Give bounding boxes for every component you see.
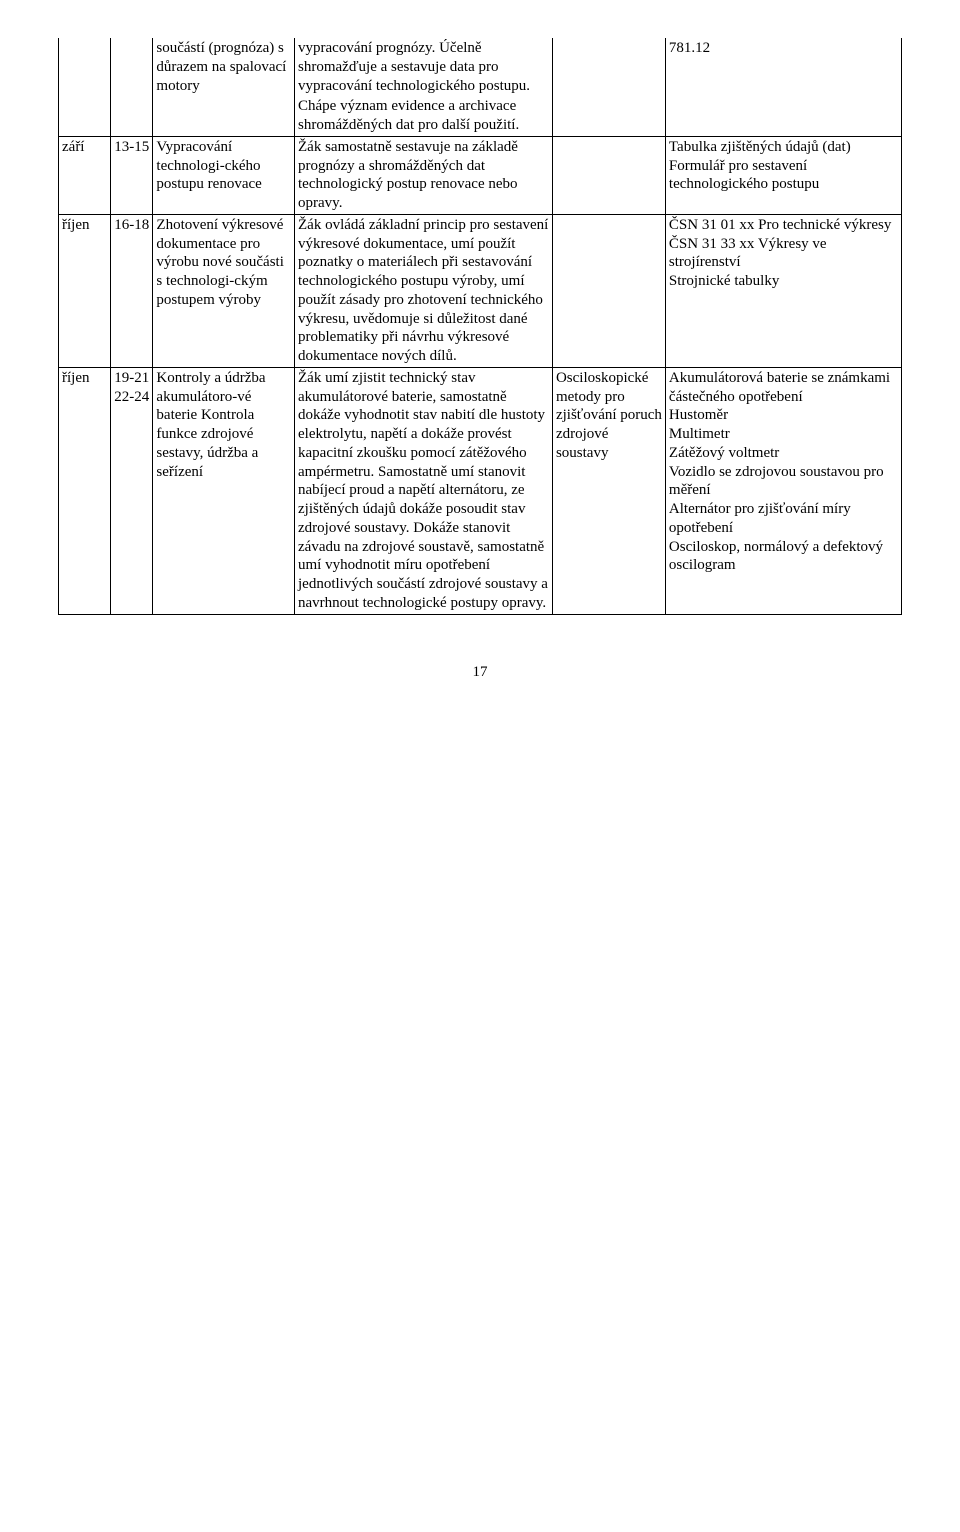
table-cell: září	[59, 136, 111, 214]
table-cell: 781.12	[665, 38, 901, 96]
table-cell: Akumulátorová baterie se známkami částeč…	[665, 367, 901, 614]
table-cell	[552, 96, 665, 136]
table-cell: součástí (prognóza) s důrazem na spalova…	[153, 38, 295, 96]
table-cell	[552, 38, 665, 96]
table-cell	[552, 136, 665, 214]
table-row: říjen19-21 22-24Kontroly a údržba akumul…	[59, 367, 902, 614]
table-cell: Žák umí zjistit technický stav akumuláto…	[295, 367, 553, 614]
table-cell: Tabulka zjištěných údajů (dat)Formulář p…	[665, 136, 901, 214]
table-cell	[552, 214, 665, 367]
table-cell	[153, 96, 295, 136]
table-cell	[111, 96, 153, 136]
table-row: součástí (prognóza) s důrazem na spalova…	[59, 38, 902, 96]
table-cell: Chápe význam evidence a archivace shromá…	[295, 96, 553, 136]
table-cell: Vypracování technologi-ckého postupu ren…	[153, 136, 295, 214]
table-row: říjen16-18Zhotovení výkresové dokumentac…	[59, 214, 902, 367]
table-cell: Žák samostatně sestavuje na základě prog…	[295, 136, 553, 214]
table-cell: Osciloskopické metody pro zjišťování por…	[552, 367, 665, 614]
table-cell: vypracování prognózy. Účelně shromažďuje…	[295, 38, 553, 96]
page-number: 17	[58, 663, 902, 682]
table-cell: 13-15	[111, 136, 153, 214]
table-cell: 19-21 22-24	[111, 367, 153, 614]
table-cell: Zhotovení výkresové dokumentace pro výro…	[153, 214, 295, 367]
table-cell	[59, 96, 111, 136]
table-cell: ČSN 31 01 xx Pro technické výkresyČSN 31…	[665, 214, 901, 367]
table-cell: 16-18	[111, 214, 153, 367]
table-row: Chápe význam evidence a archivace shromá…	[59, 96, 902, 136]
table-cell	[665, 96, 901, 136]
table-row: září13-15Vypracování technologi-ckého po…	[59, 136, 902, 214]
table-cell: Kontroly a údržba akumulátoro-vé baterie…	[153, 367, 295, 614]
table-cell	[111, 38, 153, 96]
table-cell: říjen	[59, 214, 111, 367]
table-cell: říjen	[59, 367, 111, 614]
curriculum-table: součástí (prognóza) s důrazem na spalova…	[58, 38, 902, 615]
table-cell	[59, 38, 111, 96]
table-cell: Žák ovládá základní princip pro sestaven…	[295, 214, 553, 367]
